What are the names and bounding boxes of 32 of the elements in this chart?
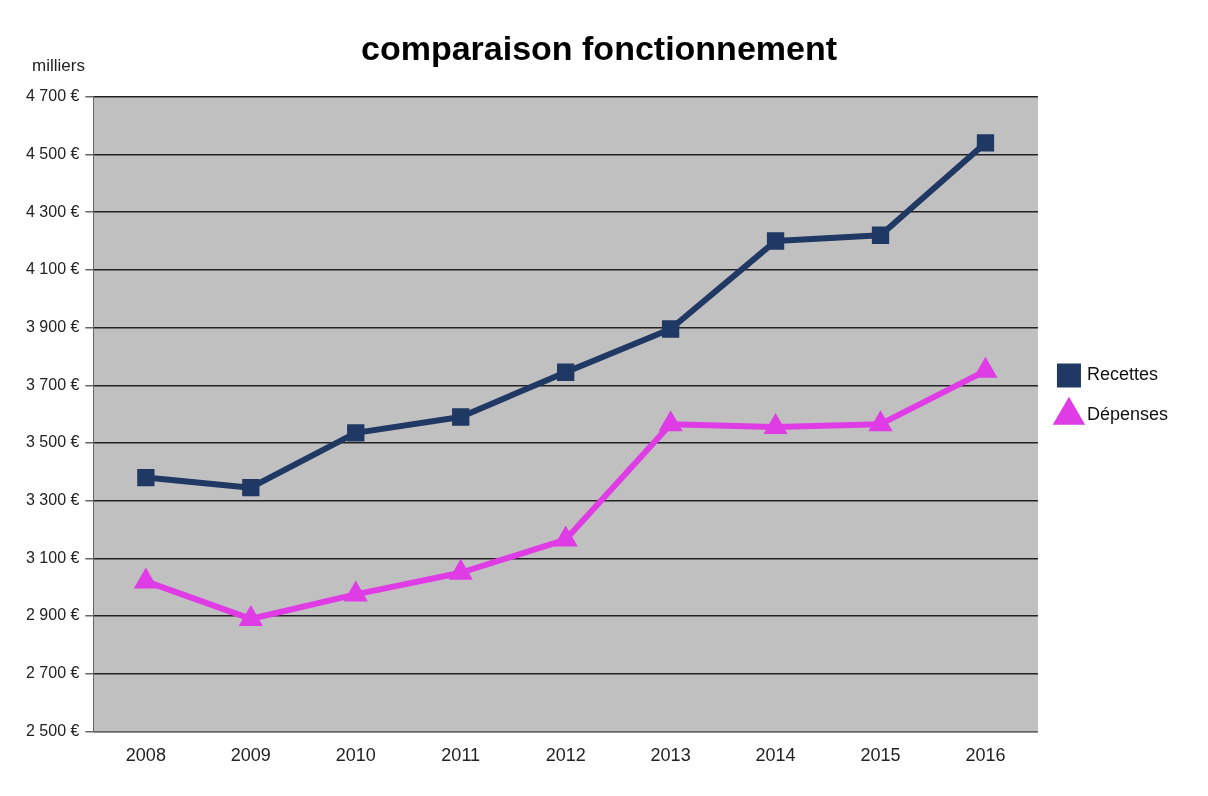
y-tick-label: 3 500 € bbox=[25, 433, 80, 451]
y-tick-label: 4 500 € bbox=[25, 144, 80, 162]
y-tick-label: 3 100 € bbox=[25, 548, 80, 566]
x-tick-label: 2008 bbox=[125, 745, 166, 766]
y-tick-label: 3 700 € bbox=[25, 375, 80, 393]
legend-label: Recettes bbox=[1086, 364, 1158, 385]
chart-title: comparaison fonctionnement bbox=[360, 28, 838, 67]
y-tick-label: 2 900 € bbox=[25, 606, 80, 624]
y-tick-label: 3 300 € bbox=[25, 491, 80, 509]
point bbox=[976, 134, 995, 152]
point bbox=[871, 226, 890, 244]
x-tick-label: 2012 bbox=[545, 745, 586, 766]
point bbox=[766, 232, 785, 250]
y-axis-title: milliers bbox=[32, 56, 85, 76]
x-tick-label: 2013 bbox=[650, 745, 691, 766]
x-tick-label: 2014 bbox=[755, 745, 796, 766]
x-tick-label: 2011 bbox=[441, 745, 481, 766]
x-tick-label: 2016 bbox=[965, 745, 1006, 766]
x-tick-label: 2010 bbox=[335, 745, 376, 766]
y-tick-label: 4 100 € bbox=[25, 260, 80, 278]
point bbox=[975, 357, 998, 378]
x-tick-label: 2015 bbox=[860, 745, 901, 766]
point bbox=[661, 320, 680, 338]
point bbox=[238, 605, 263, 626]
y-tick-label: 2 700 € bbox=[25, 664, 80, 682]
y-tick-label: 4 300 € bbox=[25, 202, 80, 220]
y-tick-label: 3 900 € bbox=[25, 317, 80, 335]
x-tick-label: 2009 bbox=[230, 745, 271, 766]
point bbox=[557, 363, 575, 381]
legend-label: Dépenses bbox=[1086, 404, 1169, 425]
y-tick-label: 4 700 € bbox=[25, 87, 80, 105]
y-tick-label: 2 500 € bbox=[25, 721, 80, 739]
